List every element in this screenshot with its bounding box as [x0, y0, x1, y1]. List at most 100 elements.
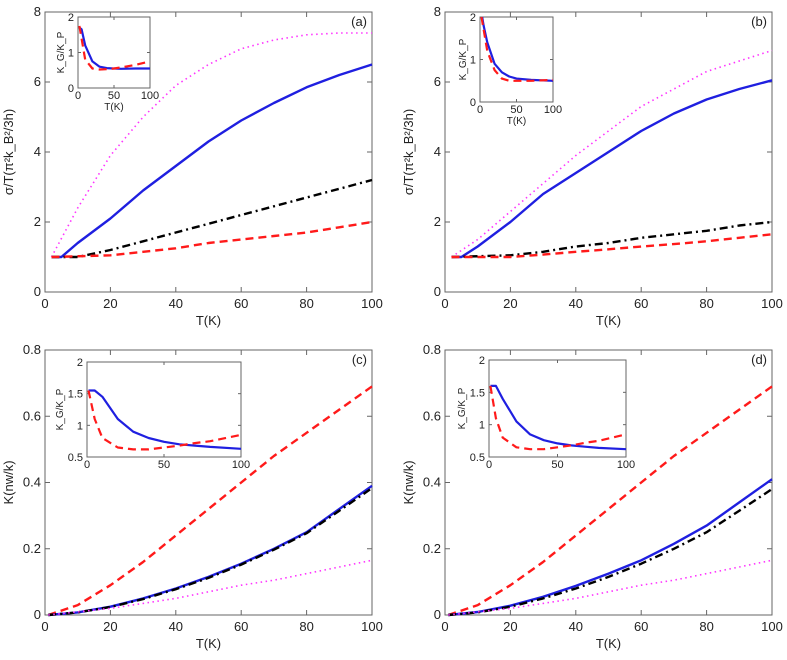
series-black-dashdot [48, 487, 373, 617]
x-tick-label: 0 [486, 459, 492, 471]
x-tick-label: 40 [169, 296, 183, 311]
y-tick-label: 0.2 [423, 541, 441, 556]
y-tick-label: 0.4 [23, 475, 41, 490]
y-tick-label: 0 [434, 284, 441, 299]
x-axis-label: T(K) [507, 116, 526, 127]
y-tick-label: 2 [434, 214, 441, 229]
x-tick-label: 80 [699, 296, 713, 311]
panel-label: (c) [352, 352, 367, 367]
x-tick-label: 60 [634, 619, 648, 634]
x-tick-label: 40 [569, 619, 583, 634]
x-tick-label: 50 [551, 459, 563, 471]
x-tick-label: 0 [41, 296, 48, 311]
series-magenta-dotted [50, 32, 372, 258]
y-tick-label: 1 [68, 48, 74, 60]
x-tick-label: 0 [41, 619, 48, 634]
y-axis-label: K_G/K_P [457, 387, 468, 429]
y-tick-label: 0 [434, 607, 441, 622]
series-red-dashed [87, 390, 242, 451]
series-red-dashed [451, 233, 773, 259]
x-tick-label: 0 [441, 619, 448, 634]
y-tick-label: 2 [479, 355, 485, 367]
x-tick-label: 80 [299, 619, 313, 634]
inset-chart: 0 50 100 0 1 2 T(K) K_G/K_P [56, 12, 159, 113]
x-tick-label: 0 [477, 104, 483, 116]
y-tick-label: 0.5 [68, 452, 83, 464]
y-tick-label: 0 [68, 83, 74, 95]
series-blue-solid [451, 79, 773, 259]
y-axis-label: K_G/K_P [458, 38, 469, 80]
x-tick-label: 50 [158, 459, 170, 471]
y-axis-label: K(nw/k) [1, 460, 16, 504]
y-tick-label: 1.5 [68, 389, 83, 401]
inset-chart: 0 50 100 0.5 1 1.5 2 K_G/K_P [55, 357, 250, 471]
y-tick-label: 0.2 [23, 541, 41, 556]
series-blue-solid [88, 389, 242, 450]
x-tick-label: 20 [103, 619, 117, 634]
x-tick-label: 80 [299, 296, 313, 311]
x-tick-label: 0 [75, 90, 81, 102]
series-black-dashdot [451, 220, 773, 259]
y-tick-label: 0.6 [23, 408, 41, 423]
y-axis-label: K_G/K_P [56, 31, 67, 73]
series-black-dashdot [51, 178, 373, 259]
y-axis-label: σ/T(π²k_B²/3h) [1, 109, 16, 195]
x-tick-label: 0 [84, 459, 90, 471]
x-tick-label: 100 [761, 619, 783, 634]
series-red-dashed [480, 16, 554, 82]
y-tick-label: 2 [77, 357, 83, 369]
y-tick-label: 0.8 [423, 342, 441, 357]
x-axis-label: T(K) [596, 636, 621, 651]
x-tick-label: 100 [761, 296, 783, 311]
x-tick-label: 100 [232, 459, 250, 471]
y-axis-label: σ/T(π²k_B²/3h) [401, 109, 416, 195]
series-blue-solid [490, 384, 627, 451]
y-tick-label: 8 [34, 4, 41, 19]
series-blue-solid [78, 26, 150, 70]
x-tick-label: 20 [503, 296, 517, 311]
y-tick-label: 4 [434, 144, 441, 159]
x-axis-label: T(K) [196, 313, 221, 328]
y-tick-label: 8 [434, 4, 441, 19]
x-tick-label: 20 [503, 619, 517, 634]
y-tick-label: 1 [479, 420, 485, 432]
series-red-dashed [489, 385, 627, 451]
y-tick-label: 4 [34, 144, 41, 159]
y-axis-label: K(nw/k) [401, 460, 416, 504]
y-tick-label: 0 [470, 97, 476, 109]
x-axis-label: T(K) [104, 102, 123, 113]
panel-label: (b) [751, 14, 767, 29]
y-axis-label: K_G/K_P [55, 388, 66, 430]
y-tick-label: 2 [34, 214, 41, 229]
series-black-dashdot [448, 488, 773, 617]
y-tick-label: 6 [434, 74, 441, 89]
y-tick-label: 1 [77, 420, 83, 432]
y-tick-label: 2 [470, 12, 476, 24]
panel-c: 0 20 40 60 80 10000.20.40.60.8T(K)K(nw/k)(c)0… [1, 342, 383, 651]
panel-d: 0 20 40 60 80 10000.20.40.60.8T(K)K(nw/k)(d)0… [401, 342, 783, 651]
y-tick-label: 0 [34, 607, 41, 622]
x-tick-label: 100 [361, 619, 383, 634]
x-axis-label: T(K) [196, 636, 221, 651]
y-tick-label: 0.6 [423, 408, 441, 423]
x-tick-label: 100 [544, 104, 562, 116]
y-tick-label: 1.5 [470, 387, 485, 399]
x-tick-label: 50 [108, 90, 120, 102]
panel-label: (d) [751, 352, 767, 367]
x-tick-label: 50 [510, 104, 522, 116]
y-tick-label: 0.8 [23, 342, 41, 357]
series-red-dashed [78, 25, 151, 71]
x-tick-label: 100 [617, 459, 635, 471]
x-axis-label: T(K) [596, 313, 621, 328]
series-red-dashed [47, 385, 373, 617]
x-tick-label: 60 [234, 619, 248, 634]
x-tick-label: 100 [361, 296, 383, 311]
y-tick-label: 0.4 [423, 475, 441, 490]
inset-chart: 0 50 100 0.5 1 1.5 2 K_G/K_P [457, 355, 635, 471]
x-tick-label: 40 [169, 619, 183, 634]
series-red-dashed [51, 220, 373, 259]
panel-label: (a) [351, 14, 367, 29]
